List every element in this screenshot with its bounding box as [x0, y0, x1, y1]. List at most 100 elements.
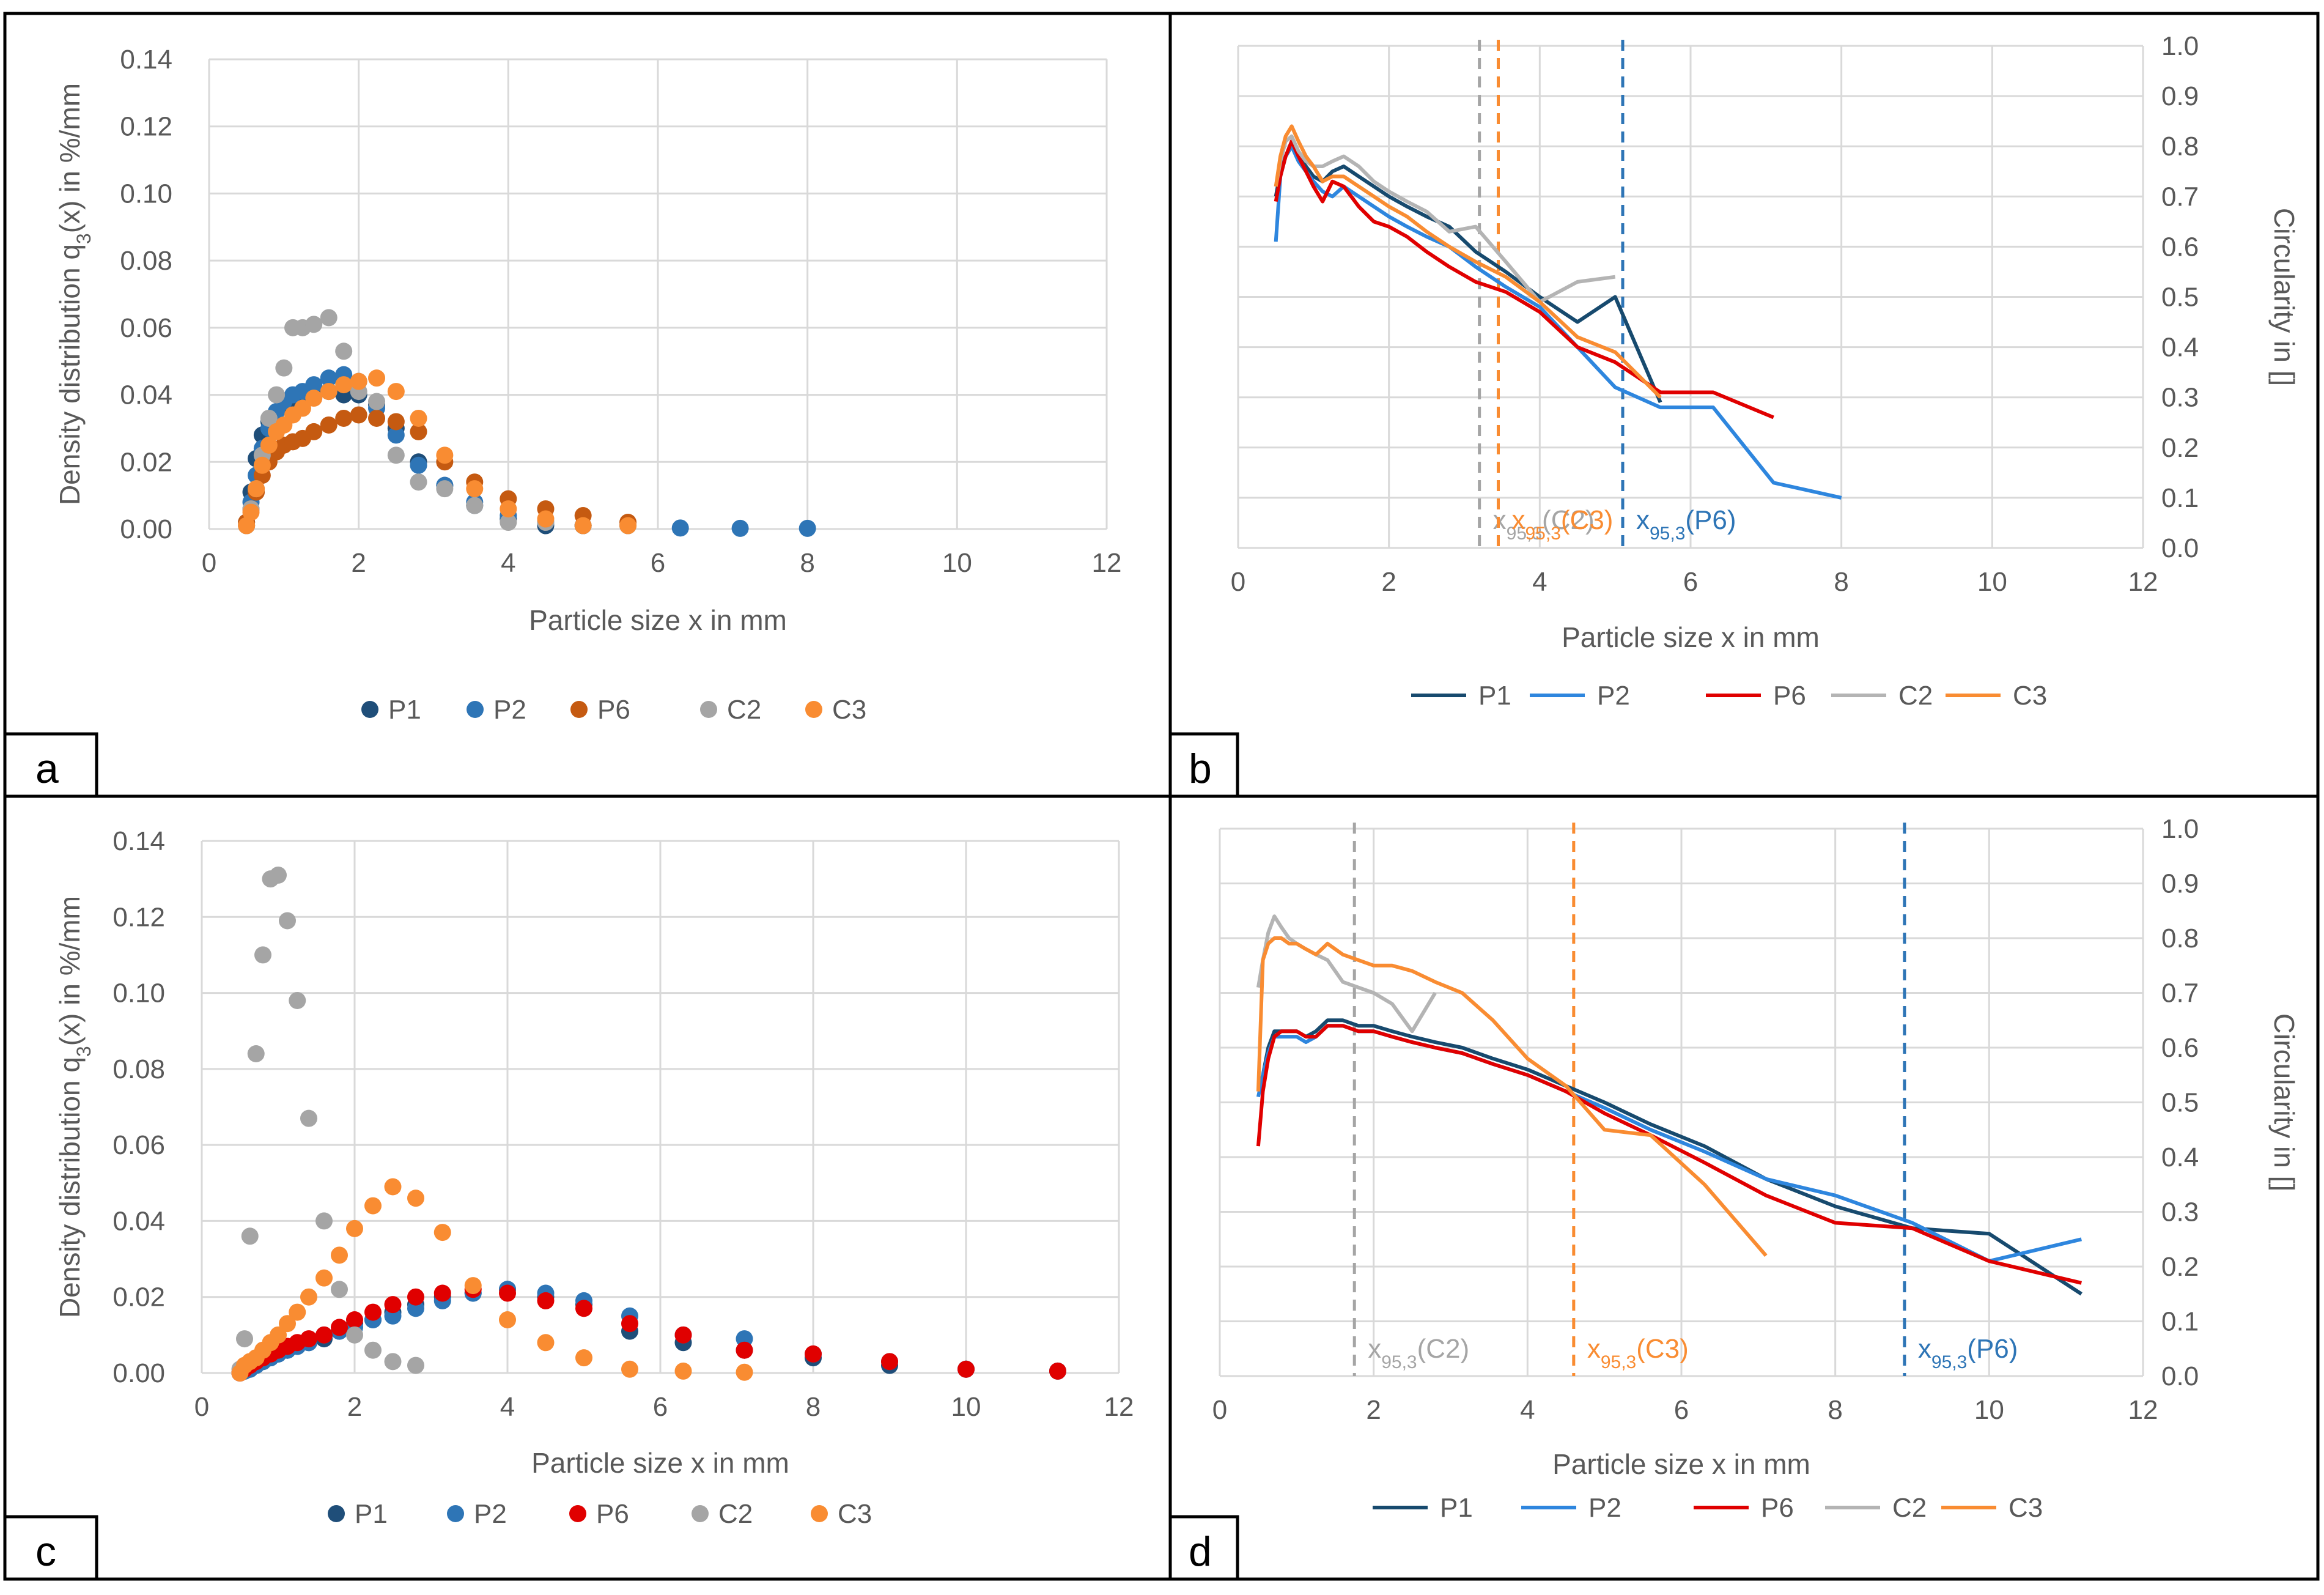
data-point-c2: [236, 1330, 253, 1348]
legend-marker-p2: [447, 1505, 464, 1522]
data-point-c3: [335, 376, 353, 394]
data-point-c2: [241, 1227, 259, 1245]
y-tick-label: 0.3: [2161, 383, 2199, 413]
data-point-p6: [346, 1311, 363, 1328]
data-point-p6: [537, 1292, 555, 1309]
data-point-p6: [957, 1360, 975, 1378]
data-point-c2: [407, 1356, 424, 1374]
y-tick-label: 0.04: [113, 1206, 165, 1236]
x-tick-label: 4: [500, 1392, 515, 1422]
data-point-c3: [499, 1311, 516, 1328]
legend-label: P6: [1761, 1493, 1794, 1523]
data-point-c2: [346, 1326, 363, 1344]
y-tick-label: 0.0: [2161, 533, 2199, 563]
x-tick-label: 6: [651, 548, 665, 578]
data-point-c2: [384, 1353, 402, 1371]
data-point-p2: [731, 519, 749, 537]
x95-label: x95,3(P6): [1636, 505, 1736, 544]
y-tick-label: 0.00: [113, 1358, 165, 1388]
y-tick-label: 0.0: [2161, 1361, 2199, 1391]
legend-label: P1: [355, 1499, 388, 1529]
data-point-c2: [300, 1109, 317, 1127]
y-tick-label: 0.6: [2161, 232, 2199, 262]
y-axis-label: Density distribution q3(x) in %/mm: [54, 83, 95, 505]
legend-label: P2: [493, 695, 526, 725]
data-point-p2: [799, 519, 816, 537]
x-tick-label: 12: [2128, 1395, 2158, 1425]
data-point-p6: [621, 1315, 638, 1333]
y-tick-label: 0.02: [120, 447, 172, 477]
x-tick-label: 10: [942, 548, 972, 578]
x-tick-label: 4: [1532, 567, 1547, 597]
data-point-c3: [384, 1178, 402, 1196]
data-point-p6: [674, 1326, 692, 1344]
legend-label: C2: [1898, 681, 1933, 711]
legend-marker-p2: [467, 701, 484, 718]
y-tick-label: 0.1: [2161, 483, 2199, 513]
legend-label: P1: [1440, 1493, 1473, 1523]
data-point-p6: [364, 1303, 382, 1321]
data-point-c3: [293, 399, 311, 417]
data-point-c3: [410, 409, 427, 427]
data-point-c3: [500, 500, 517, 518]
y-tick-label: 0.1: [2161, 1307, 2199, 1337]
panel-letter-d: d: [1168, 1515, 1239, 1581]
x-tick-label: 0: [1231, 567, 1245, 597]
legend-label: P6: [596, 1499, 629, 1529]
x-tick-label: 12: [1092, 548, 1122, 578]
data-point-c3: [289, 1303, 306, 1321]
data-point-c2: [364, 1341, 382, 1359]
data-point-p6: [410, 423, 427, 440]
series-line-c3: [1256, 936, 1768, 1257]
data-point-c3: [238, 517, 256, 535]
data-point-c2: [320, 309, 338, 327]
x-tick-label: 0: [194, 1392, 209, 1422]
data-point-c2: [270, 866, 287, 884]
data-point-c3: [279, 1315, 296, 1333]
data-point-c2: [368, 393, 386, 410]
legend-label: P2: [474, 1499, 507, 1529]
data-point-c3: [248, 480, 265, 498]
x-tick-label: 10: [1974, 1395, 2004, 1425]
y-tick-label: 0.2: [2161, 433, 2199, 463]
series-line-p6: [1256, 1024, 2082, 1285]
legend-label: P1: [1478, 681, 1511, 711]
data-point-p6: [575, 1300, 592, 1317]
data-point-c3: [574, 517, 592, 535]
y-tick-label: 0.12: [113, 902, 165, 932]
x-tick-label: 12: [1104, 1392, 1134, 1422]
data-point-c3: [387, 383, 405, 401]
y-tick-label: 0.7: [2161, 979, 2199, 1008]
x95-label: x95,3(C2): [1493, 505, 1595, 544]
y-tick-label: 0.4: [2161, 1142, 2199, 1172]
legend-marker-p6: [569, 1505, 586, 1522]
data-point-c2: [436, 480, 454, 498]
x-tick-label: 2: [347, 1392, 362, 1422]
y-axis-label: Circularity in []: [2268, 208, 2300, 386]
data-point-c3: [364, 1197, 382, 1215]
x-tick-label: 12: [2128, 567, 2158, 597]
y-tick-label: 0.06: [120, 313, 172, 343]
x-tick-label: 8: [800, 548, 814, 578]
x-tick-label: 6: [653, 1392, 668, 1422]
data-point-c3: [621, 1360, 638, 1378]
data-point-p6: [320, 416, 338, 434]
legend-marker-c2: [700, 701, 717, 718]
data-point-c3: [270, 1326, 287, 1344]
data-point-c3: [407, 1190, 424, 1207]
data-point-c3: [433, 1224, 451, 1242]
data-point-c3: [346, 1219, 363, 1237]
series-line-p6: [1274, 139, 1774, 420]
data-point-c2: [500, 514, 517, 531]
legend-marker-p1: [361, 701, 378, 718]
data-point-p2: [387, 426, 405, 444]
data-point-c3: [464, 1277, 482, 1295]
y-tick-label: 0.08: [113, 1054, 165, 1084]
data-point-p6: [350, 406, 367, 424]
legend-label: C3: [832, 695, 866, 725]
y-tick-label: 1.0: [2161, 31, 2199, 61]
data-point-p6: [881, 1353, 898, 1371]
data-point-c3: [300, 1288, 317, 1306]
data-point-p6: [433, 1284, 451, 1302]
data-point-c3: [305, 390, 323, 407]
